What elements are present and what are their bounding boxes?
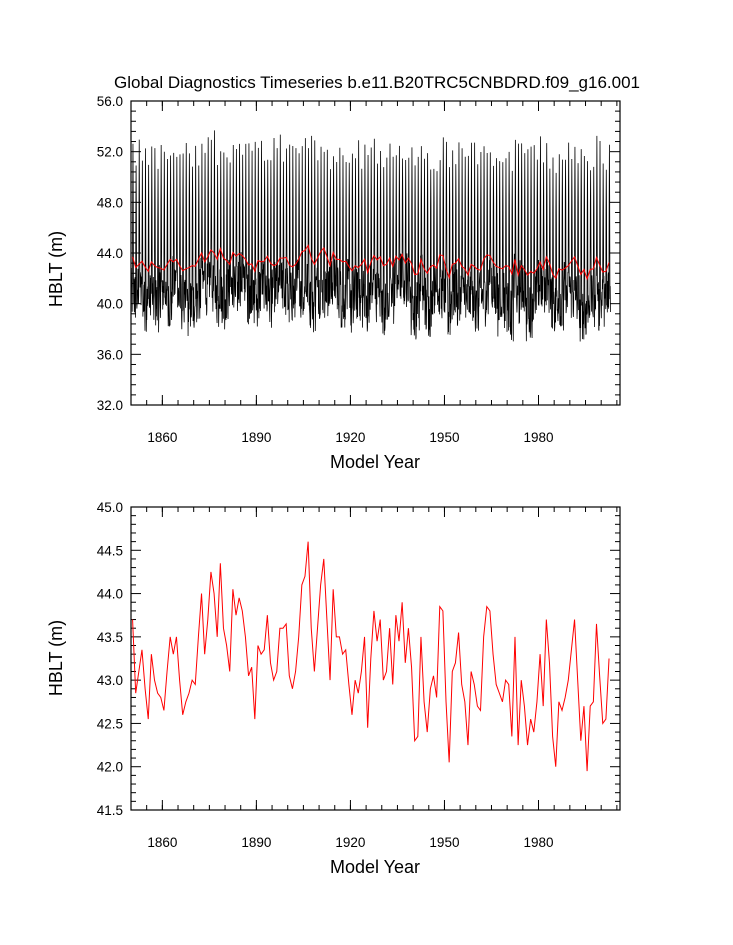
y-tick-label: 42.0 bbox=[97, 760, 123, 775]
x-tick-label: 1890 bbox=[241, 430, 271, 445]
x-tick-label: 1920 bbox=[335, 430, 365, 445]
y-tick-label: 45.0 bbox=[97, 500, 123, 515]
y-tick-label: 41.5 bbox=[97, 803, 123, 818]
y-tick-label: 32.0 bbox=[97, 398, 123, 413]
y-tick-label: 42.5 bbox=[97, 716, 123, 731]
plot-frame bbox=[130, 100, 621, 406]
bottom-x-axis-title: Model Year bbox=[330, 857, 420, 877]
y-tick-label: 44.0 bbox=[97, 246, 123, 261]
monthly-series-line bbox=[130, 130, 611, 342]
y-tick-label: 44.5 bbox=[97, 543, 123, 558]
x-tick-label: 1920 bbox=[335, 835, 365, 850]
x-tick-label: 1890 bbox=[241, 835, 271, 850]
annual-timeseries-panel: 1860 1890 1920 1950 1980 41.5 42.0 42.5 43.0 43.5… bbox=[46, 500, 621, 877]
y-tick-label: 56.0 bbox=[97, 94, 123, 109]
figure-title: Global Diagnostics Timeseries b.e11.B20T… bbox=[114, 73, 640, 92]
y-tick-label: 36.0 bbox=[97, 347, 123, 362]
x-tick-label: 1950 bbox=[429, 430, 459, 445]
top-y-axis-title: HBLT (m) bbox=[46, 231, 66, 307]
y-tick-label: 44.0 bbox=[97, 587, 123, 602]
x-tick-label: 1860 bbox=[147, 835, 177, 850]
y-tick-label: 43.0 bbox=[97, 673, 123, 688]
annual-mean-overlay-line bbox=[132, 244, 610, 281]
x-tick-label: 1950 bbox=[429, 835, 459, 850]
annual-series-line bbox=[132, 541, 610, 772]
monthly-timeseries-panel: 1860 1890 1920 1950 1980 32.0 36.0 40.0 44.0 48.0… bbox=[46, 94, 621, 472]
plot-frame bbox=[130, 506, 621, 811]
bottom-y-axis-title: HBLT (m) bbox=[46, 620, 66, 696]
y-tick-label: 52.0 bbox=[97, 145, 123, 160]
top-x-axis-title: Model Year bbox=[330, 452, 420, 472]
annual-plot-area: 1860 1890 1920 1950 1980 41.5 42.0 42.5 43.0 43.5… bbox=[97, 500, 621, 850]
x-tick-label: 1860 bbox=[147, 430, 177, 445]
x-tick-label: 1980 bbox=[523, 430, 553, 445]
monthly-plot-area: 1860 1890 1920 1950 1980 32.0 36.0 40.0 44.0 48.0… bbox=[97, 94, 621, 445]
x-tick-label: 1980 bbox=[523, 835, 553, 850]
y-tick-label: 48.0 bbox=[97, 195, 123, 210]
y-tick-label: 40.0 bbox=[97, 297, 123, 312]
y-tick-label: 43.5 bbox=[97, 630, 123, 645]
